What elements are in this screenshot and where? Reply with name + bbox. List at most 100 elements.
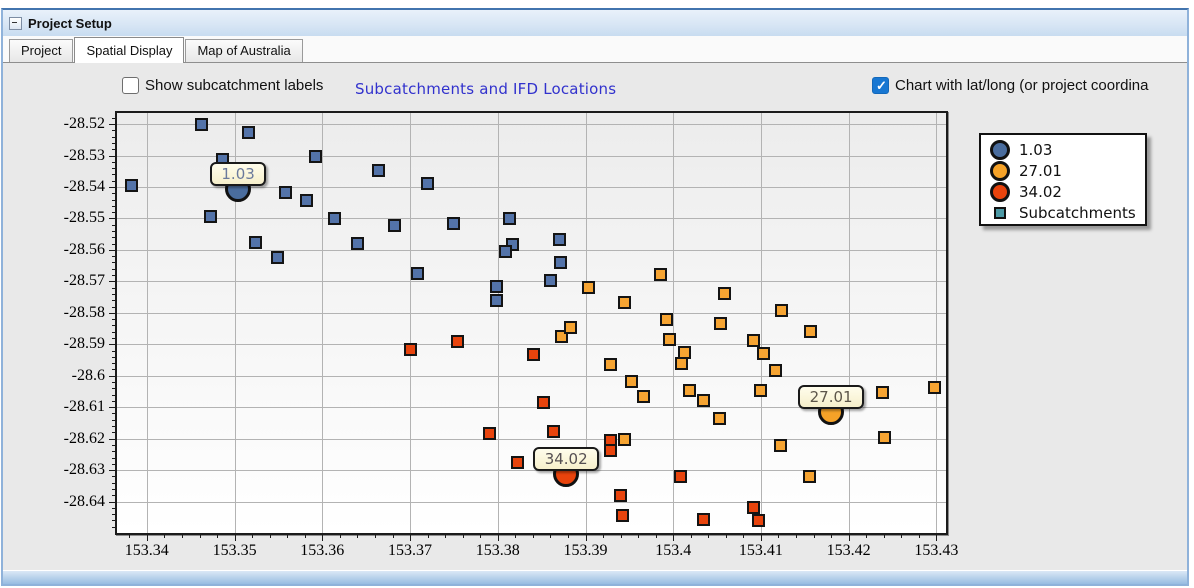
subcatchment-marker[interactable]	[403, 342, 417, 356]
subcatchment-marker[interactable]	[546, 424, 560, 438]
subcatchment-marker[interactable]	[746, 501, 760, 514]
x-minor-tick	[866, 535, 868, 538]
y-minor-tick	[112, 444, 115, 446]
subcatchment-marker[interactable]	[278, 185, 292, 199]
y-minor-tick	[112, 168, 115, 170]
subcatchment-marker[interactable]	[714, 317, 727, 330]
tab-spatial-display[interactable]: Spatial Display	[74, 37, 185, 63]
subcatchment-marker[interactable]	[489, 294, 503, 307]
x-minor-tick	[181, 535, 183, 538]
subcatchment-marker[interactable]	[674, 356, 688, 370]
subcatchment-marker[interactable]	[371, 163, 385, 177]
subcatchment-marker[interactable]	[271, 250, 284, 264]
subcatchment-marker[interactable]	[713, 412, 727, 426]
subcatchment-marker[interactable]	[875, 385, 889, 399]
y-minor-tick	[112, 161, 115, 163]
subcatchment-marker[interactable]	[653, 268, 667, 282]
subcatchment-marker[interactable]	[328, 211, 342, 225]
y-axis-tick-label: -28.57	[63, 272, 105, 290]
collapse-icon[interactable]	[9, 16, 22, 30]
tab-map-of-australia[interactable]: Map of Australia	[185, 39, 303, 62]
chart-latlong-checkbox[interactable]	[872, 77, 890, 95]
latlong-checkbox-row: Chart with lat/long (or project coordina	[872, 77, 1148, 95]
subcatchment-marker[interactable]	[421, 177, 434, 191]
x-axis-tick-label: 153.42	[826, 542, 871, 559]
y-minor-tick	[112, 306, 115, 308]
subcatchment-marker[interactable]	[350, 236, 364, 250]
subcatchment-marker[interactable]	[614, 488, 627, 502]
subcatchment-marker[interactable]	[757, 347, 770, 361]
x-minor-tick	[462, 535, 464, 538]
subcatchment-marker[interactable]	[747, 334, 761, 348]
subcatchment-marker[interactable]	[878, 430, 892, 444]
x-axis-tick-label: 153.43	[914, 542, 959, 559]
subcatchment-marker[interactable]	[617, 295, 631, 309]
show-subcatchment-labels-checkbox[interactable]	[122, 77, 139, 94]
subcatchment-marker[interactable]	[536, 396, 550, 410]
subcatchment-marker[interactable]	[928, 380, 942, 394]
y-minor-tick	[112, 293, 115, 295]
y-axis-tick-label: -28.63	[63, 461, 105, 479]
subcatchment-marker[interactable]	[804, 324, 818, 338]
y-minor-tick	[112, 237, 115, 239]
subcatchment-marker[interactable]	[564, 321, 577, 335]
legend-square-icon	[994, 207, 1006, 219]
subcatchment-marker[interactable]	[482, 426, 496, 440]
subcatchment-marker[interactable]	[696, 513, 710, 527]
y-minor-tick	[112, 489, 115, 490]
plot-area[interactable]: 1.03 27.01 34.02	[115, 111, 948, 535]
subcatchment-marker[interactable]	[753, 383, 767, 397]
subcatchment-marker[interactable]	[194, 117, 208, 131]
subcatchment-marker[interactable]	[527, 347, 541, 361]
y-minor-tick	[112, 174, 115, 176]
y-minor-tick	[112, 205, 115, 207]
subcatchment-marker[interactable]	[124, 178, 138, 192]
subcatchment-marker[interactable]	[682, 383, 696, 397]
subcatchment-marker[interactable]	[802, 470, 816, 484]
subcatchment-marker[interactable]	[696, 394, 710, 408]
subcatchment-marker[interactable]	[659, 312, 673, 326]
subcatchment-marker[interactable]	[718, 286, 732, 300]
subcatchment-marker[interactable]	[308, 150, 322, 164]
subcatchment-marker[interactable]	[581, 281, 595, 295]
subcatchment-marker[interactable]	[604, 358, 618, 372]
subcatchment-marker[interactable]	[450, 334, 464, 348]
subcatchment-marker[interactable]	[774, 303, 788, 317]
subcatchment-marker[interactable]	[554, 255, 568, 269]
subcatchment-marker[interactable]	[625, 374, 639, 388]
subcatchment-marker[interactable]	[769, 364, 783, 378]
subcatchment-marker[interactable]	[617, 432, 631, 446]
x-gridline	[760, 113, 762, 533]
x-minor-tick	[129, 535, 131, 538]
subcatchment-marker[interactable]	[242, 126, 256, 140]
subcatchment-marker[interactable]	[447, 216, 461, 230]
legend-circle-icon	[990, 140, 1010, 160]
subcatchment-marker[interactable]	[552, 233, 566, 247]
subcatchment-marker[interactable]	[543, 273, 557, 287]
subcatchment-marker[interactable]	[203, 209, 217, 223]
y-minor-tick	[112, 400, 115, 402]
subcatchment-marker[interactable]	[249, 235, 263, 249]
subcatchment-marker[interactable]	[411, 266, 425, 280]
x-minor-tick	[655, 535, 657, 538]
x-minor-tick	[638, 535, 640, 538]
subcatchment-marker[interactable]	[615, 508, 629, 522]
x-minor-tick	[901, 535, 903, 538]
subcatchment-marker[interactable]	[636, 389, 650, 403]
y-minor-tick	[112, 413, 115, 415]
subcatchment-marker[interactable]	[604, 443, 618, 457]
subcatchment-marker[interactable]	[663, 332, 677, 346]
legend-item: 27.01	[990, 161, 1145, 181]
legend-item-label: Subcatchments	[1019, 204, 1136, 222]
subcatchment-marker[interactable]	[510, 455, 524, 469]
subcatchment-marker[interactable]	[490, 279, 504, 293]
subcatchment-marker[interactable]	[387, 218, 401, 232]
subcatchment-marker[interactable]	[773, 439, 787, 452]
subcatchment-marker[interactable]	[502, 211, 516, 225]
subcatchment-marker[interactable]	[499, 244, 513, 258]
subcatchment-marker[interactable]	[673, 469, 687, 483]
show-labels-checkbox-row: Show subcatchment labels	[122, 77, 323, 94]
tab-project[interactable]: Project	[9, 39, 74, 62]
subcatchment-marker[interactable]	[751, 514, 765, 528]
subcatchment-marker[interactable]	[300, 194, 313, 208]
